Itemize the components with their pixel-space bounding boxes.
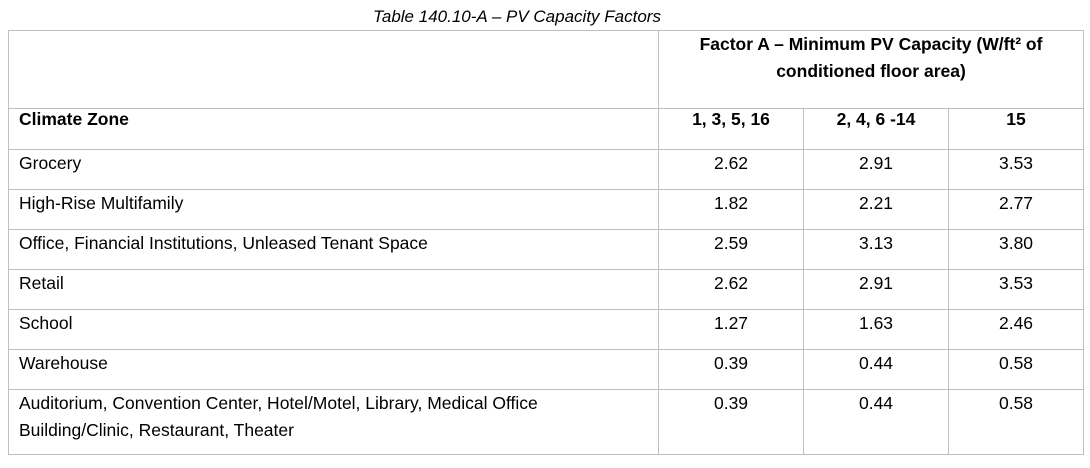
value-cell: 0.44 [803, 389, 949, 455]
table-row: Office, Financial Institutions, Unleased… [8, 229, 1085, 270]
table-row: School 1.27 1.63 2.46 [8, 309, 1085, 350]
value-cell: 2.46 [947, 309, 1085, 350]
value-cell: 2.59 [658, 229, 804, 270]
zone-header-1: 1, 3, 5, 16 [658, 108, 804, 150]
empty-header-cell [8, 30, 659, 109]
value-cell: 0.58 [947, 349, 1085, 390]
building-type-cell: Grocery [8, 149, 659, 190]
value-cell: 2.91 [803, 269, 949, 310]
table-row: Warehouse 0.39 0.44 0.58 [8, 349, 1085, 390]
pv-capacity-table: Factor A – Minimum PV Capacity (W/ft² of… [8, 30, 1085, 455]
table-row: Retail 2.62 2.91 3.53 [8, 269, 1085, 310]
value-cell: 0.39 [658, 389, 804, 455]
value-cell: 0.39 [658, 349, 804, 390]
value-cell: 0.44 [803, 349, 949, 390]
table-row: Grocery 2.62 2.91 3.53 [8, 149, 1085, 190]
table-caption: Table 140.10-A – PV Capacity Factors [373, 7, 661, 26]
building-type-cell: Warehouse [8, 349, 659, 390]
building-type-cell: High-Rise Multifamily [8, 189, 659, 230]
climate-zone-header: Climate Zone [8, 108, 659, 150]
value-cell: 1.82 [658, 189, 804, 230]
climate-zone-header-row: Climate Zone 1, 3, 5, 16 2, 4, 6 -14 15 [8, 108, 1085, 150]
building-type-cell: Office, Financial Institutions, Unleased… [8, 229, 659, 270]
value-cell: 2.91 [803, 149, 949, 190]
table-row: High-Rise Multifamily 1.82 2.21 2.77 [8, 189, 1085, 230]
value-cell: 3.53 [947, 269, 1085, 310]
zone-header-2: 2, 4, 6 -14 [803, 108, 949, 150]
value-cell: 2.62 [658, 269, 804, 310]
building-type-cell: Auditorium, Convention Center, Hotel/Mot… [8, 389, 659, 455]
value-cell: 2.62 [658, 149, 804, 190]
value-cell: 2.21 [803, 189, 949, 230]
factor-a-header: Factor A – Minimum PV Capacity (W/ft² of… [657, 30, 1085, 109]
value-cell: 3.53 [947, 149, 1085, 190]
table-row: Auditorium, Convention Center, Hotel/Mot… [8, 389, 1085, 455]
value-cell: 2.77 [947, 189, 1085, 230]
building-type-cell: Retail [8, 269, 659, 310]
value-cell: 1.27 [658, 309, 804, 350]
value-cell: 1.63 [803, 309, 949, 350]
zone-header-3: 15 [947, 108, 1085, 150]
value-cell: 3.80 [947, 229, 1085, 270]
value-cell: 0.58 [947, 389, 1085, 455]
building-type-cell: School [8, 309, 659, 350]
value-cell: 3.13 [803, 229, 949, 270]
factor-header-row: Factor A – Minimum PV Capacity (W/ft² of… [8, 30, 1085, 109]
